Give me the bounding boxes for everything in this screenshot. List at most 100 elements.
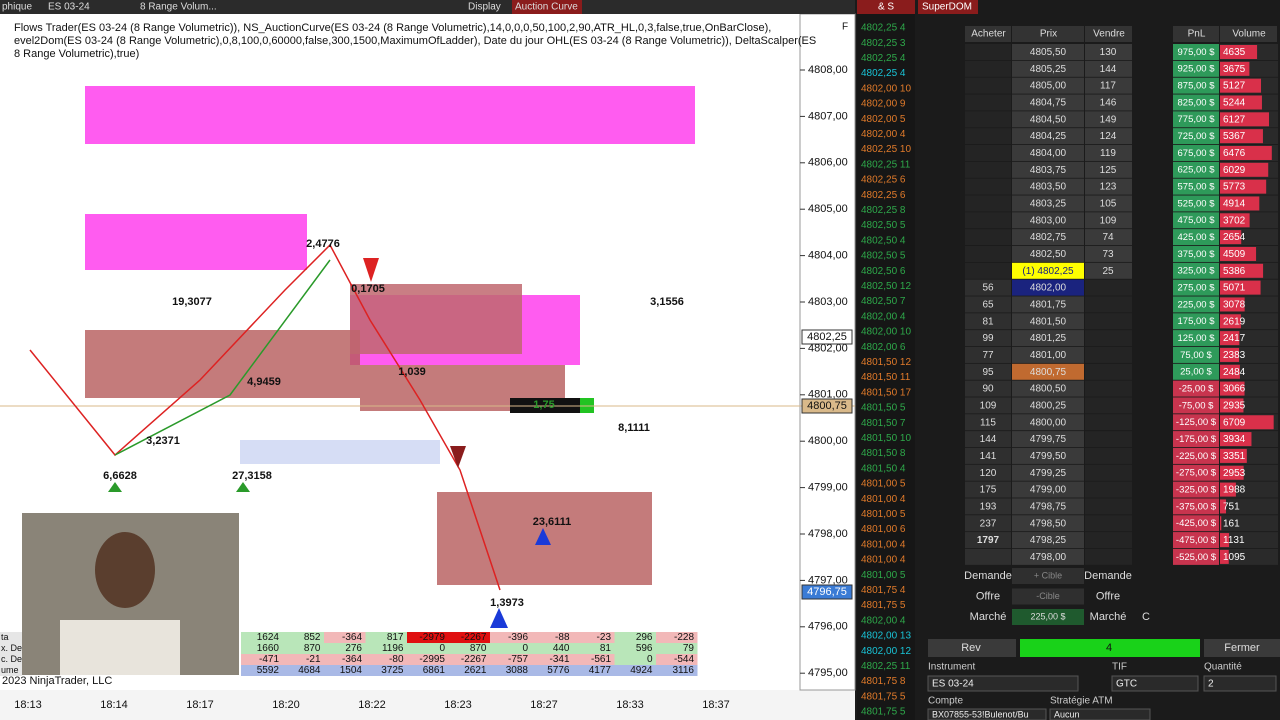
field-label: Quantité [1204,662,1242,673]
field-input[interactable] [927,675,1079,692]
control-label: -Cible [1036,591,1060,601]
price-cell [1012,548,1084,565]
annotation: 1,75 [533,399,554,411]
summary-cell [656,632,698,643]
toolbar-item: Auction Curve [515,2,578,13]
trade: 4801,00 6 [861,524,906,535]
sell-size: 25 [1102,266,1114,277]
pnl-cell [1173,330,1219,347]
summary-value: 596 [636,643,653,654]
price-label: 4802,00 [808,342,848,354]
volume: 3078 [1223,299,1246,310]
annotation: 19,3077 [172,296,212,308]
volume: 3066 [1223,384,1246,395]
button[interactable] [1020,639,1200,657]
trade: 4801,75 5 [861,691,906,702]
trade: 4802,50 5 [861,220,906,231]
buy-cell [965,498,1011,515]
sell-cell [1085,313,1132,330]
summary-value: 870 [304,643,321,654]
volume: 2619 [1223,316,1246,327]
trade: 4801,50 10 [861,433,911,444]
pnl-cell [1173,481,1219,498]
summary-cell [241,632,283,643]
price: 4803,75 [1030,165,1067,176]
time-label: 18:13 [14,699,42,711]
summary-cell [531,632,573,643]
buy-size: 175 [980,485,997,496]
indicator-text: Flows Trader(ES 03-24 (8 Range Volumetri… [14,22,771,34]
volume-bar [1220,213,1250,228]
summary-value: -2267 [461,632,487,643]
pnl-cell [1173,363,1219,380]
field-input[interactable] [927,708,1047,720]
summary-value: 0 [439,643,445,654]
volume-bar [1220,499,1227,514]
toolbar [0,0,855,14]
summary-cell [490,643,532,654]
control-label: Marché [1090,611,1127,623]
trade: 4801,50 5 [861,403,906,414]
buy-cell [965,330,1011,347]
sell-cell [1085,330,1132,347]
trade: 4801,00 5 [861,509,906,520]
volume-bar [1220,533,1230,548]
buy-cell [965,380,1011,397]
sell-cell [1085,44,1132,60]
price: 4805,25 [1030,64,1067,75]
button[interactable] [1204,639,1280,657]
time-label: 18:27 [530,699,558,711]
volume-cell [1220,532,1278,549]
price: 4804,25 [1030,131,1067,142]
price: 4802,75 [1030,232,1067,243]
price-label: 4803,00 [808,296,848,308]
summary-cell [365,665,407,676]
volume-bar [1220,263,1264,278]
summary-value: 870 [470,643,487,654]
buy-size: 65 [982,299,994,310]
column-title: Volume [1232,29,1266,40]
sell-cell [1085,431,1132,448]
arrow-up [108,482,122,492]
control-label: Marché [970,611,1007,623]
volume-bar [1220,246,1257,261]
summary-cell [407,654,449,665]
trade: 4802,50 6 [861,266,906,277]
time-axis [0,690,855,720]
summary-value: -341 [549,654,569,665]
price-cell [1012,380,1084,397]
summary-value: -544 [674,654,694,665]
summary-cell [324,665,366,676]
price-label: 4799,00 [808,482,848,494]
buy-cell [965,532,1011,549]
sell-cell [1085,111,1132,128]
summary-value: 4177 [589,665,612,676]
summary-cell [282,643,324,654]
summary-value: -21 [306,654,321,665]
volume-bar [1220,314,1241,329]
price: 4798,50 [1030,518,1067,529]
trade: 4802,25 10 [861,144,911,155]
summary-value: 79 [683,643,695,654]
field-input[interactable] [1111,675,1199,692]
summary-value: 4924 [630,665,653,676]
arrow-down [450,446,466,468]
price-cell [1012,245,1084,262]
trade: 4802,50 7 [861,296,906,307]
field-input[interactable] [1203,675,1277,692]
field-input[interactable] [1049,708,1151,720]
button[interactable] [928,639,1016,657]
summary-value: 817 [387,632,404,643]
trade: 4802,00 12 [861,646,911,657]
price-label: 4797,00 [808,574,848,586]
time-label: 18:20 [272,699,300,711]
time-label: 18:23 [444,699,472,711]
price-marker-label: 4796,75 [807,586,847,598]
summary-cell [324,643,366,654]
price-cell [1012,111,1084,128]
time-and-sales-panel [857,14,915,720]
trade: 4801,50 11 [861,372,911,383]
arrow-up [490,608,508,628]
volume-bar [1220,129,1263,144]
pnl: -175,00 $ [1176,434,1217,445]
